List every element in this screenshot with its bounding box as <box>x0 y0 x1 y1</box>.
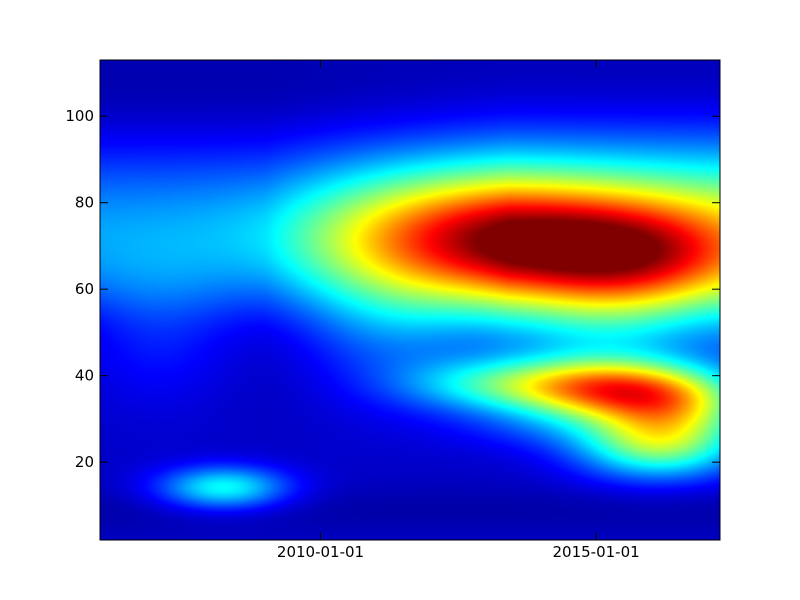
x-tick-label: 2015-01-01 <box>552 543 639 561</box>
axes-frame <box>99 59 721 541</box>
y-tick-label: 80 <box>75 194 94 212</box>
tick-layer: 20 40 60 80 100 2010-01-01 2015-01-01 <box>65 60 720 561</box>
x-tick-label: 2010-01-01 <box>277 543 364 561</box>
y-tick-label: 20 <box>75 453 94 471</box>
y-tick-label: 40 <box>75 367 94 385</box>
y-tick-label: 100 <box>65 107 94 125</box>
y-tick-label: 60 <box>75 280 94 298</box>
